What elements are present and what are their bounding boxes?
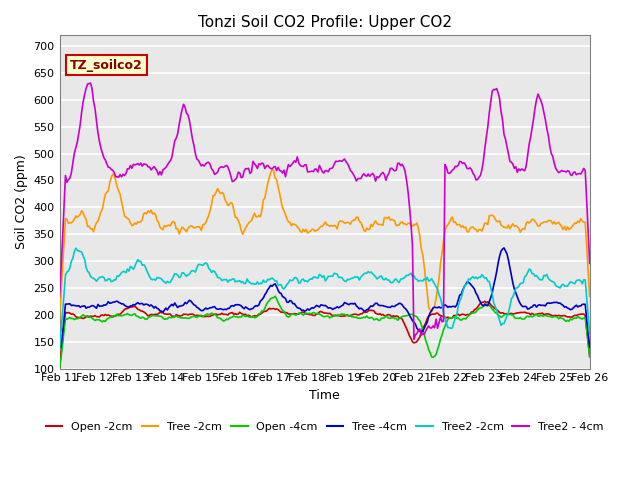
Y-axis label: Soil CO2 (ppm): Soil CO2 (ppm) <box>15 155 28 249</box>
Text: TZ_soilco2: TZ_soilco2 <box>70 59 143 72</box>
Legend: Open -2cm, Tree -2cm, Open -4cm, Tree -4cm, Tree2 -2cm, Tree2 - 4cm: Open -2cm, Tree -2cm, Open -4cm, Tree -4… <box>41 418 608 436</box>
X-axis label: Time: Time <box>309 389 340 402</box>
Title: Tonzi Soil CO2 Profile: Upper CO2: Tonzi Soil CO2 Profile: Upper CO2 <box>198 15 452 30</box>
